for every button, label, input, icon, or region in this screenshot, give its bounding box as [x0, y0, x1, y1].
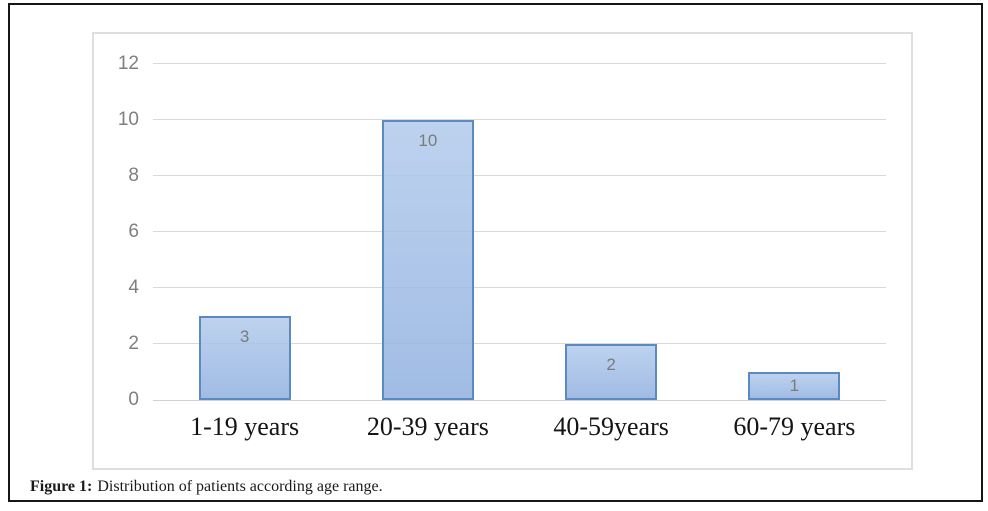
y-tick-label: 6: [128, 221, 139, 242]
bar-data-label: 3: [239, 327, 250, 346]
y-tick-label: 0: [128, 389, 139, 410]
gridline: [153, 343, 886, 344]
y-tick-label: 4: [128, 277, 139, 298]
plot-area: 0 2 4 6 8 10 12 3 1-19 years 10 20-39 years 2 40-59y…: [118, 54, 886, 441]
figure-caption: Figure 1: Distribution of patients accord…: [30, 478, 383, 496]
y-tick-label: 2: [128, 333, 139, 354]
bar: [748, 372, 841, 400]
bar: [565, 344, 658, 400]
bar-data-label: 2: [606, 355, 616, 374]
y-tick-label: 12: [117, 53, 139, 74]
figure-frame: 0 2 4 6 8 10 12 3 1-19 years 10 20-39 years 2 40-59y…: [8, 3, 983, 502]
gridline: [153, 287, 886, 288]
x-category-label: 40-59years: [553, 412, 669, 441]
x-category-label: 20-39 years: [366, 412, 489, 441]
gridline: [153, 400, 886, 401]
bar-data-label: 1: [789, 376, 800, 395]
bar: [381, 120, 474, 400]
figure-caption-label: Figure 1:: [30, 478, 93, 495]
x-category-label: 60-79 years: [733, 412, 856, 441]
bar-data-label: 10: [418, 131, 438, 150]
bar: [198, 316, 291, 400]
gridline: [153, 119, 886, 120]
gridline: [153, 231, 886, 232]
y-tick-label: 8: [128, 165, 139, 186]
x-category-label: 1-19 years: [190, 412, 300, 441]
y-tick-label: 10: [117, 109, 139, 130]
gridline: [153, 175, 886, 176]
gridline: [153, 63, 886, 64]
chart-area: 0 2 4 6 8 10 12 3 1-19 years 10 20-39 years 2 40-59y…: [92, 32, 913, 470]
figure-caption-text: Distribution of patients according age r…: [97, 478, 383, 495]
